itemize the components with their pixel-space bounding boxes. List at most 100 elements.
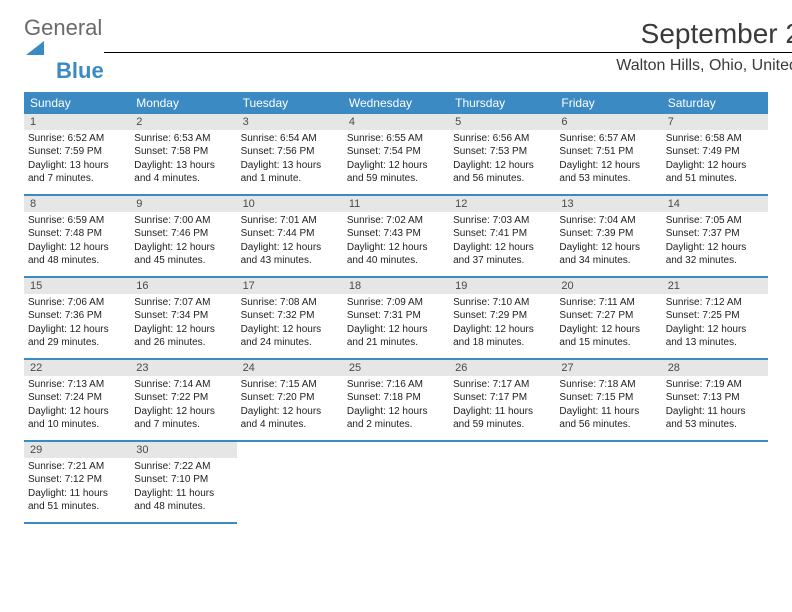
daylight-text: Daylight: 12 hours and 29 minutes. bbox=[28, 323, 126, 350]
day-body: Sunrise: 6:56 AMSunset: 7:53 PMDaylight:… bbox=[449, 130, 555, 194]
daylight-text: Daylight: 12 hours and 21 minutes. bbox=[347, 323, 445, 350]
sunset-text: Sunset: 7:56 PM bbox=[241, 145, 339, 159]
sunrise-text: Sunrise: 7:19 AM bbox=[666, 378, 764, 392]
calendar-table: SundayMondayTuesdayWednesdayThursdayFrid… bbox=[24, 92, 768, 524]
day-number: 3 bbox=[237, 114, 343, 130]
calendar-cell: 10Sunrise: 7:01 AMSunset: 7:44 PMDayligh… bbox=[237, 195, 343, 277]
weekday-row: SundayMondayTuesdayWednesdayThursdayFrid… bbox=[24, 92, 768, 114]
sunrise-text: Sunrise: 7:21 AM bbox=[28, 460, 126, 474]
calendar-cell: 4Sunrise: 6:55 AMSunset: 7:54 PMDaylight… bbox=[343, 114, 449, 195]
logo: General Blue bbox=[24, 18, 104, 82]
sunset-text: Sunset: 7:31 PM bbox=[347, 309, 445, 323]
weekday-header: Wednesday bbox=[343, 92, 449, 114]
sunset-text: Sunset: 7:39 PM bbox=[559, 227, 657, 241]
calendar-body: 1Sunrise: 6:52 AMSunset: 7:59 PMDaylight… bbox=[24, 114, 768, 523]
logo-general: General bbox=[24, 15, 102, 40]
daylight-text: Daylight: 12 hours and 26 minutes. bbox=[134, 323, 232, 350]
sunrise-text: Sunrise: 7:07 AM bbox=[134, 296, 232, 310]
day-body: Sunrise: 7:14 AMSunset: 7:22 PMDaylight:… bbox=[130, 376, 236, 440]
calendar-cell: 30Sunrise: 7:22 AMSunset: 7:10 PMDayligh… bbox=[130, 441, 236, 523]
day-body: Sunrise: 7:13 AMSunset: 7:24 PMDaylight:… bbox=[24, 376, 130, 440]
daylight-text: Daylight: 11 hours and 53 minutes. bbox=[666, 405, 764, 432]
day-body: Sunrise: 6:53 AMSunset: 7:58 PMDaylight:… bbox=[130, 130, 236, 194]
header: General Blue September 2024 Walton Hills… bbox=[24, 18, 768, 82]
location: Walton Hills, Ohio, United States bbox=[104, 57, 792, 75]
day-number: 17 bbox=[237, 278, 343, 294]
daylight-text: Daylight: 13 hours and 1 minute. bbox=[241, 159, 339, 186]
sunset-text: Sunset: 7:58 PM bbox=[134, 145, 232, 159]
sunset-text: Sunset: 7:13 PM bbox=[666, 391, 764, 405]
day-body: Sunrise: 7:11 AMSunset: 7:27 PMDaylight:… bbox=[555, 294, 661, 358]
calendar-cell: 27Sunrise: 7:18 AMSunset: 7:15 PMDayligh… bbox=[555, 359, 661, 441]
sunrise-text: Sunrise: 7:02 AM bbox=[347, 214, 445, 228]
sunset-text: Sunset: 7:18 PM bbox=[347, 391, 445, 405]
calendar-cell: 28Sunrise: 7:19 AMSunset: 7:13 PMDayligh… bbox=[662, 359, 768, 441]
daylight-text: Daylight: 13 hours and 7 minutes. bbox=[28, 159, 126, 186]
sunset-text: Sunset: 7:29 PM bbox=[453, 309, 551, 323]
sunset-text: Sunset: 7:10 PM bbox=[134, 473, 232, 487]
day-body: Sunrise: 7:02 AMSunset: 7:43 PMDaylight:… bbox=[343, 212, 449, 276]
day-body: Sunrise: 7:18 AMSunset: 7:15 PMDaylight:… bbox=[555, 376, 661, 440]
calendar-cell: 3Sunrise: 6:54 AMSunset: 7:56 PMDaylight… bbox=[237, 114, 343, 195]
day-number: 11 bbox=[343, 196, 449, 212]
daylight-text: Daylight: 11 hours and 51 minutes. bbox=[28, 487, 126, 514]
sunset-text: Sunset: 7:24 PM bbox=[28, 391, 126, 405]
sunrise-text: Sunrise: 7:06 AM bbox=[28, 296, 126, 310]
calendar-cell: 29Sunrise: 7:21 AMSunset: 7:12 PMDayligh… bbox=[24, 441, 130, 523]
sunrise-text: Sunrise: 7:10 AM bbox=[453, 296, 551, 310]
day-body: Sunrise: 6:57 AMSunset: 7:51 PMDaylight:… bbox=[555, 130, 661, 194]
sunset-text: Sunset: 7:49 PM bbox=[666, 145, 764, 159]
calendar-row: 1Sunrise: 6:52 AMSunset: 7:59 PMDaylight… bbox=[24, 114, 768, 195]
sunset-text: Sunset: 7:20 PM bbox=[241, 391, 339, 405]
sunset-text: Sunset: 7:32 PM bbox=[241, 309, 339, 323]
day-body: Sunrise: 7:21 AMSunset: 7:12 PMDaylight:… bbox=[24, 458, 130, 522]
day-number: 21 bbox=[662, 278, 768, 294]
day-number: 8 bbox=[24, 196, 130, 212]
sunrise-text: Sunrise: 7:14 AM bbox=[134, 378, 232, 392]
day-body: Sunrise: 7:12 AMSunset: 7:25 PMDaylight:… bbox=[662, 294, 768, 358]
sunset-text: Sunset: 7:41 PM bbox=[453, 227, 551, 241]
day-number: 1 bbox=[24, 114, 130, 130]
daylight-text: Daylight: 12 hours and 2 minutes. bbox=[347, 405, 445, 432]
day-body: Sunrise: 7:05 AMSunset: 7:37 PMDaylight:… bbox=[662, 212, 768, 276]
calendar-cell: 16Sunrise: 7:07 AMSunset: 7:34 PMDayligh… bbox=[130, 277, 236, 359]
day-body: Sunrise: 7:16 AMSunset: 7:18 PMDaylight:… bbox=[343, 376, 449, 440]
day-body: Sunrise: 7:08 AMSunset: 7:32 PMDaylight:… bbox=[237, 294, 343, 358]
day-number: 2 bbox=[130, 114, 236, 130]
sunset-text: Sunset: 7:17 PM bbox=[453, 391, 551, 405]
sunset-text: Sunset: 7:53 PM bbox=[453, 145, 551, 159]
weekday-header: Thursday bbox=[449, 92, 555, 114]
day-number: 10 bbox=[237, 196, 343, 212]
sunset-text: Sunset: 7:25 PM bbox=[666, 309, 764, 323]
daylight-text: Daylight: 12 hours and 53 minutes. bbox=[559, 159, 657, 186]
day-body: Sunrise: 7:01 AMSunset: 7:44 PMDaylight:… bbox=[237, 212, 343, 276]
calendar-row: 8Sunrise: 6:59 AMSunset: 7:48 PMDaylight… bbox=[24, 195, 768, 277]
sunrise-text: Sunrise: 7:15 AM bbox=[241, 378, 339, 392]
daylight-text: Daylight: 12 hours and 48 minutes. bbox=[28, 241, 126, 268]
calendar-cell: . bbox=[343, 441, 449, 523]
calendar-row: 22Sunrise: 7:13 AMSunset: 7:24 PMDayligh… bbox=[24, 359, 768, 441]
day-body: Sunrise: 6:59 AMSunset: 7:48 PMDaylight:… bbox=[24, 212, 130, 276]
day-body: Sunrise: 7:15 AMSunset: 7:20 PMDaylight:… bbox=[237, 376, 343, 440]
day-body: Sunrise: 7:06 AMSunset: 7:36 PMDaylight:… bbox=[24, 294, 130, 358]
calendar-cell: . bbox=[237, 441, 343, 523]
day-number: 16 bbox=[130, 278, 236, 294]
daylight-text: Daylight: 12 hours and 13 minutes. bbox=[666, 323, 764, 350]
daylight-text: Daylight: 12 hours and 45 minutes. bbox=[134, 241, 232, 268]
calendar-cell: 6Sunrise: 6:57 AMSunset: 7:51 PMDaylight… bbox=[555, 114, 661, 195]
sunset-text: Sunset: 7:15 PM bbox=[559, 391, 657, 405]
weekday-header: Sunday bbox=[24, 92, 130, 114]
day-number: 4 bbox=[343, 114, 449, 130]
sunrise-text: Sunrise: 7:13 AM bbox=[28, 378, 126, 392]
title-block: September 2024 Walton Hills, Ohio, Unite… bbox=[104, 18, 792, 75]
daylight-text: Daylight: 12 hours and 37 minutes. bbox=[453, 241, 551, 268]
sunset-text: Sunset: 7:12 PM bbox=[28, 473, 126, 487]
sunset-text: Sunset: 7:27 PM bbox=[559, 309, 657, 323]
sunrise-text: Sunrise: 6:59 AM bbox=[28, 214, 126, 228]
day-number: 13 bbox=[555, 196, 661, 212]
calendar-cell: 19Sunrise: 7:10 AMSunset: 7:29 PMDayligh… bbox=[449, 277, 555, 359]
day-number: 25 bbox=[343, 360, 449, 376]
day-number: 23 bbox=[130, 360, 236, 376]
daylight-text: Daylight: 12 hours and 59 minutes. bbox=[347, 159, 445, 186]
calendar-cell: 5Sunrise: 6:56 AMSunset: 7:53 PMDaylight… bbox=[449, 114, 555, 195]
